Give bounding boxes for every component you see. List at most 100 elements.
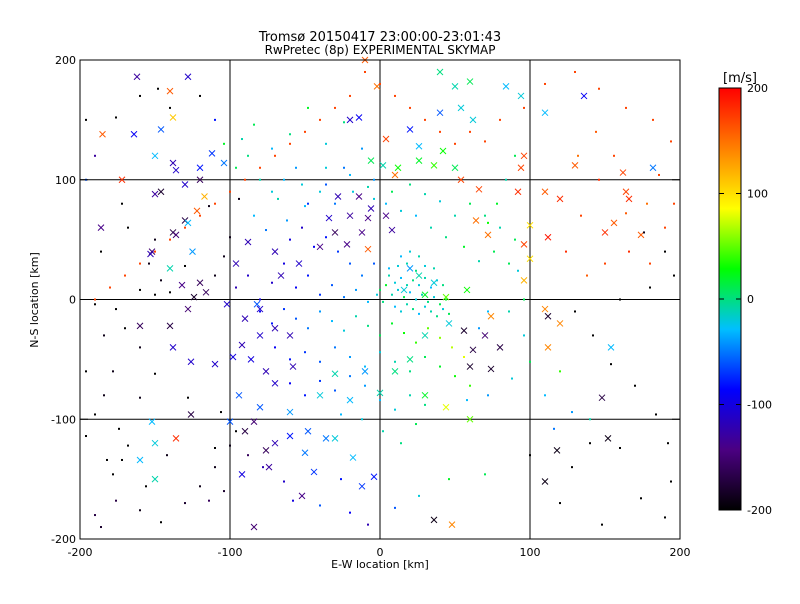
data-point-dot (184, 265, 186, 267)
data-point-dot (343, 167, 345, 169)
data-point-cross (599, 395, 605, 401)
data-point-dot (223, 255, 225, 257)
data-point-cross (422, 332, 428, 338)
plot-area (80, 57, 680, 539)
data-point-dot (397, 265, 399, 267)
data-point-dot (319, 294, 321, 296)
data-point-cross (545, 344, 551, 350)
data-point-dot (169, 107, 171, 109)
data-point-dot (436, 315, 438, 317)
data-point-dot (238, 198, 240, 200)
data-point-dot (94, 155, 96, 157)
data-point-dot (373, 263, 375, 265)
data-point-dot (331, 284, 333, 286)
data-point-dot (349, 263, 351, 265)
data-point-dot (247, 275, 249, 277)
data-point-dot (403, 332, 405, 334)
data-point-dot (340, 478, 342, 480)
data-point-dot (439, 131, 441, 133)
data-point-dot (400, 255, 402, 257)
data-point-dot (613, 155, 615, 157)
data-point-dot (235, 430, 237, 432)
data-point-cross (626, 196, 632, 202)
data-point-cross (179, 282, 185, 288)
data-point-dot (598, 179, 600, 181)
data-point-dot (499, 227, 501, 229)
data-point-cross (173, 232, 179, 238)
data-point-cross (437, 110, 443, 116)
data-point-dot (658, 174, 660, 176)
data-point-dot (367, 524, 369, 526)
data-point-dot (379, 399, 381, 401)
data-point-dot (610, 363, 612, 365)
data-point-dot (157, 88, 159, 90)
data-point-dot (529, 361, 531, 363)
data-point-dot (484, 473, 486, 475)
data-point-dot (118, 428, 120, 430)
data-point-dot (103, 334, 105, 336)
data-point-dot (400, 442, 402, 444)
data-point-cross (467, 79, 473, 85)
data-point-cross (557, 320, 563, 326)
data-point-dot (127, 445, 129, 447)
data-point-cross (203, 289, 209, 295)
data-point-dot (325, 236, 327, 238)
data-point-cross (461, 328, 467, 334)
data-point-dot (229, 445, 231, 447)
data-point-dot (220, 411, 222, 413)
data-point-cross (190, 249, 196, 255)
data-point-dot (517, 270, 519, 272)
data-point-dot (262, 466, 264, 468)
data-point-cross (263, 368, 269, 374)
data-point-dot (577, 155, 579, 157)
data-point-dot (301, 184, 303, 186)
data-point-dot (424, 193, 426, 195)
data-point-cross (332, 435, 338, 441)
data-point-dot (589, 442, 591, 444)
data-point-dot (478, 327, 480, 329)
data-point-dot (487, 222, 489, 224)
data-point-cross (380, 162, 386, 168)
x-tick-label: -200 (68, 546, 93, 559)
data-point-dot (259, 299, 261, 301)
data-point-dot (574, 71, 576, 73)
data-point-cross (311, 469, 317, 475)
data-point-dot (367, 186, 369, 188)
data-point-dot (652, 119, 654, 121)
data-point-cross (407, 356, 413, 362)
data-point-dot (442, 308, 444, 310)
data-point-dot (454, 215, 456, 217)
data-point-dot (259, 310, 261, 312)
data-point-dot (646, 203, 648, 205)
data-point-cross (488, 313, 494, 319)
data-point-dot (139, 263, 141, 265)
data-point-cross (362, 368, 368, 374)
data-point-dot (349, 375, 351, 377)
data-point-dot (478, 260, 480, 262)
data-point-dot (388, 267, 390, 269)
data-point-dot (100, 251, 102, 253)
data-point-cross (236, 392, 242, 398)
data-point-cross (521, 277, 527, 283)
data-point-dot (145, 485, 147, 487)
data-point-dot (553, 428, 555, 430)
data-point-dot (571, 466, 573, 468)
data-point-dot (643, 231, 645, 233)
data-point-dot (235, 167, 237, 169)
data-point-dot (349, 356, 351, 358)
data-point-cross (464, 287, 470, 293)
data-point-dot (214, 119, 216, 121)
data-point-cross (437, 69, 443, 75)
data-point-cross (623, 189, 629, 195)
data-point-dot (283, 308, 285, 310)
data-point-dot (415, 215, 417, 217)
data-point-dot (112, 473, 114, 475)
data-point-cross (446, 320, 452, 326)
data-point-dot (424, 265, 426, 267)
data-point-cross (170, 160, 176, 166)
data-point-dot (667, 442, 669, 444)
data-point-dot (436, 279, 438, 281)
data-point-cross (350, 455, 356, 461)
data-point-dot (424, 356, 426, 358)
data-point-dot (604, 263, 606, 265)
